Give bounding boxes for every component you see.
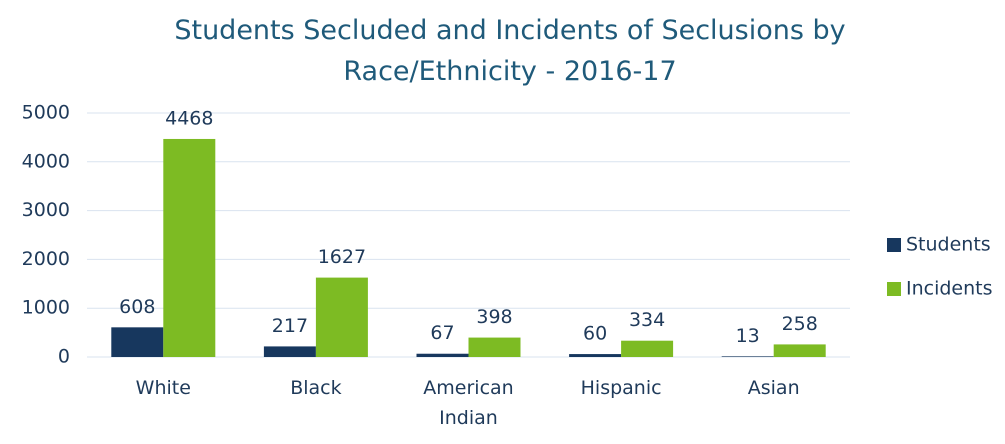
bar bbox=[773, 344, 826, 357]
bar bbox=[111, 327, 164, 357]
legend-label: Incidents bbox=[906, 278, 993, 300]
bar bbox=[569, 354, 622, 357]
data-label: 1627 bbox=[318, 246, 366, 268]
bar bbox=[163, 138, 216, 357]
legend-swatch bbox=[887, 238, 901, 252]
x-tick-label: White bbox=[135, 377, 191, 399]
x-tick-label: American Indian bbox=[423, 377, 514, 429]
data-label: 398 bbox=[476, 306, 512, 328]
y-tick-label: 3000 bbox=[22, 199, 70, 221]
bar bbox=[721, 356, 774, 357]
bar bbox=[468, 337, 521, 357]
legend-label: Students bbox=[906, 234, 991, 256]
data-label: 608 bbox=[119, 296, 155, 318]
legend-swatch bbox=[887, 282, 901, 296]
y-tick-label: 0 bbox=[58, 346, 70, 368]
data-label: 217 bbox=[272, 315, 308, 337]
data-label: 4468 bbox=[165, 107, 213, 129]
data-label: 67 bbox=[430, 322, 454, 344]
data-label: 13 bbox=[736, 325, 760, 347]
data-label: 334 bbox=[629, 309, 665, 331]
data-label: 258 bbox=[782, 313, 818, 335]
x-tick-label: Asian bbox=[747, 377, 800, 399]
y-tick-label: 4000 bbox=[22, 150, 70, 172]
bar bbox=[263, 346, 316, 357]
x-tick-label: Hispanic bbox=[580, 377, 662, 399]
y-tick-label: 1000 bbox=[22, 297, 70, 319]
bar bbox=[416, 353, 469, 357]
chart-title: Students Secluded and Incidents of Seclu… bbox=[174, 15, 846, 87]
data-label: 60 bbox=[583, 323, 607, 345]
x-tick-label: Black bbox=[290, 377, 342, 399]
y-tick-label: 2000 bbox=[22, 248, 70, 270]
y-tick-label: 5000 bbox=[22, 102, 70, 124]
bar bbox=[621, 340, 674, 357]
bar bbox=[315, 277, 368, 357]
